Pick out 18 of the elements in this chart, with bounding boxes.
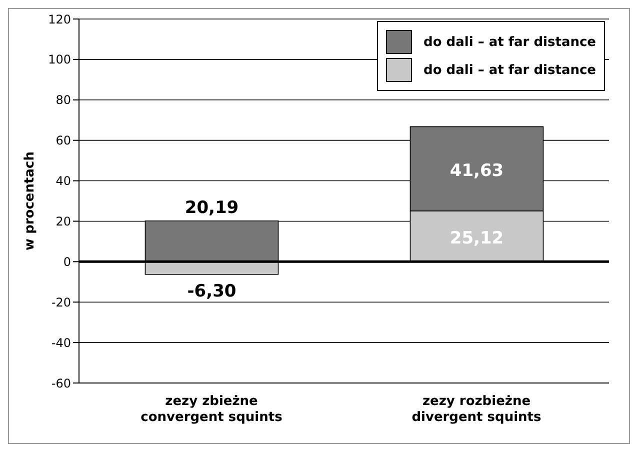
y-tick-label: 120 — [48, 12, 71, 26]
y-tick-label: 80 — [56, 93, 71, 108]
x-tick-label: zezy rozbieżne divergent squints — [412, 394, 542, 425]
data-label: 41,63 — [450, 160, 504, 181]
data-label: -6,30 — [187, 281, 236, 302]
y-tick-label: -20 — [51, 295, 71, 310]
y-tick-label: 60 — [56, 134, 71, 148]
y-tick-label: 0 — [63, 254, 71, 269]
y-tick-label: 100 — [48, 52, 71, 67]
legend-label: do dali – at far distance — [424, 34, 596, 50]
y-tick-label: -60 — [51, 376, 71, 390]
y-tick-label: 40 — [56, 174, 71, 188]
y-axis-title: w procentach — [22, 152, 38, 250]
y-tick-label: -40 — [51, 336, 71, 350]
y-tick-label: 20 — [56, 214, 71, 228]
data-label: 20,19 — [184, 198, 239, 218]
x-tick-label: zezy zbieżne convergent squints — [140, 394, 283, 425]
legend-label: do dali – at far distance — [424, 62, 596, 78]
